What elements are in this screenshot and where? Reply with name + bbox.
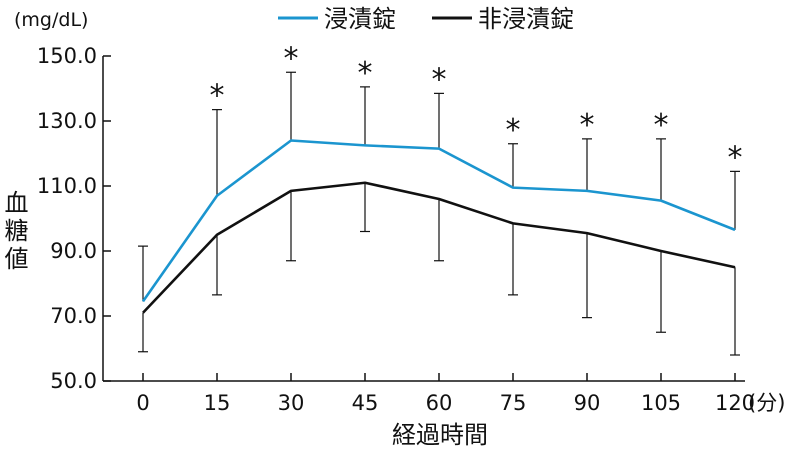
significance-star: * bbox=[432, 62, 447, 97]
y-tick-label: 150.0 bbox=[37, 44, 97, 68]
series-line-non-soaked bbox=[142, 181, 736, 314]
x-tick-label: 90 bbox=[574, 391, 601, 415]
legend: 浸漬錠 非浸漬錠 bbox=[278, 5, 574, 33]
significance-star: * bbox=[654, 108, 669, 143]
significance-star: * bbox=[358, 56, 373, 91]
y-unit-label: (mg/dL) bbox=[14, 9, 88, 31]
y-axis-title: 血糖値 bbox=[0, 190, 28, 274]
error-bars bbox=[138, 71, 740, 356]
significance-star: * bbox=[506, 113, 521, 148]
legend-label-non-soaked: 非浸漬錠 bbox=[478, 5, 574, 33]
axes: 50.0 70.0 90.0 110.0 130.0 150.0 0 15 30 45 60 75 90… bbox=[37, 44, 755, 415]
x-tick-label: 105 bbox=[641, 391, 681, 415]
y-tick-label: 110.0 bbox=[37, 174, 97, 198]
y-tick-label: 130.0 bbox=[37, 109, 97, 133]
significance-markers: * * * * * * * * bbox=[210, 41, 743, 175]
significance-star: * bbox=[284, 41, 299, 76]
x-tick-label: 75 bbox=[500, 391, 527, 415]
x-tick-label: 45 bbox=[352, 391, 379, 415]
x-tick-label: 60 bbox=[426, 391, 453, 415]
significance-star: * bbox=[210, 79, 225, 114]
x-axis-title: 経過時間 bbox=[392, 421, 488, 449]
series-lines bbox=[141, 139, 736, 314]
y-tick-label: 70.0 bbox=[50, 304, 97, 328]
x-unit-label: (分) bbox=[748, 391, 785, 415]
significance-star: * bbox=[728, 140, 743, 175]
legend-label-soaked: 浸漬錠 bbox=[324, 5, 396, 33]
significance-star: * bbox=[580, 108, 595, 143]
y-tick-label: 50.0 bbox=[50, 369, 97, 393]
series-line-soaked bbox=[141, 139, 736, 303]
x-tick-label: 0 bbox=[136, 391, 149, 415]
y-tick-label: 90.0 bbox=[50, 239, 97, 263]
x-tick-label: 15 bbox=[204, 391, 231, 415]
x-tick-label: 30 bbox=[278, 391, 305, 415]
x-tick-label: 120 bbox=[715, 391, 755, 415]
